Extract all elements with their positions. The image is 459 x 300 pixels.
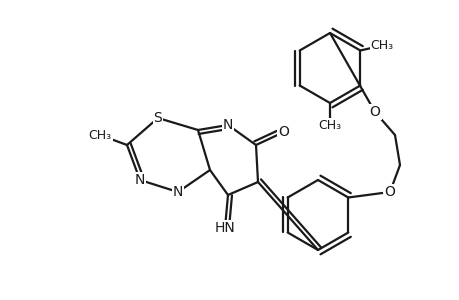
Text: S: S <box>153 111 162 125</box>
Text: HN: HN <box>214 221 235 235</box>
Text: CH₃: CH₃ <box>370 39 393 52</box>
Text: O: O <box>369 105 380 119</box>
Text: O: O <box>278 125 289 139</box>
Text: CH₃: CH₃ <box>88 128 112 142</box>
Text: O: O <box>384 185 395 199</box>
Text: N: N <box>173 185 183 199</box>
Text: N: N <box>222 118 233 132</box>
Text: N: N <box>134 173 145 187</box>
Text: CH₃: CH₃ <box>318 118 341 131</box>
